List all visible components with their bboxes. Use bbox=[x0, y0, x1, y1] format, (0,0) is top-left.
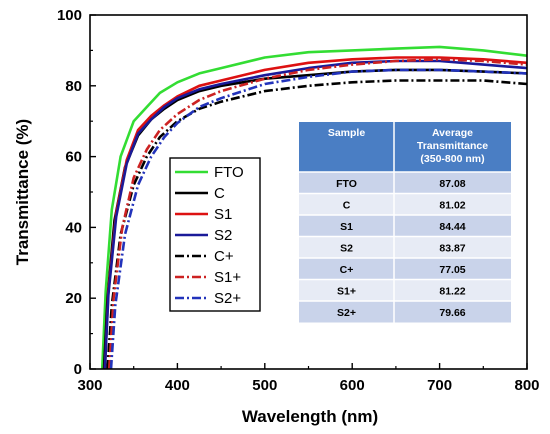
series-line-1 bbox=[100, 45, 528, 370]
table-header-text: Average bbox=[432, 127, 473, 139]
x-tick-label: 300 bbox=[77, 377, 102, 394]
legend-label: FTO bbox=[214, 164, 244, 181]
table-header-text: Sample bbox=[328, 127, 366, 139]
table-sample-cell: C bbox=[343, 199, 351, 211]
y-tick-label: 100 bbox=[57, 7, 82, 24]
y-tick-label: 0 bbox=[74, 361, 82, 378]
table-value-cell: 84.44 bbox=[439, 221, 465, 233]
legend-label: S2+ bbox=[214, 290, 241, 307]
x-tick-label: 700 bbox=[427, 377, 452, 394]
table-value-cell: 87.08 bbox=[439, 178, 465, 190]
table-row bbox=[299, 193, 511, 215]
x-tick-label: 400 bbox=[165, 377, 190, 394]
legend: FTO C S1 S2 C+ S1+ S2+ bbox=[169, 157, 261, 312]
table-value-cell: 81.22 bbox=[439, 285, 465, 297]
legend-label: C+ bbox=[214, 248, 234, 265]
x-axis-title: Wavelength (nm) bbox=[242, 407, 378, 426]
legend-label: C bbox=[214, 185, 225, 202]
y-tick-label: 40 bbox=[65, 219, 82, 236]
legend-label: S2 bbox=[214, 227, 232, 244]
table-value-cell: 83.87 bbox=[439, 242, 465, 254]
table-row bbox=[299, 279, 511, 301]
table-row bbox=[299, 172, 511, 194]
y-tick-label: 80 bbox=[65, 78, 82, 95]
table-row bbox=[299, 258, 511, 280]
table-header-cell bbox=[394, 122, 511, 172]
series-line-6 bbox=[107, 58, 528, 370]
table-sample-cell: C+ bbox=[340, 264, 354, 276]
table-sample-cell: S1 bbox=[340, 221, 353, 233]
table-header-text: (350-800 nm) bbox=[420, 153, 484, 165]
table-value-cell: 81.02 bbox=[439, 199, 465, 211]
legend-label: S1+ bbox=[214, 269, 241, 286]
table-value-cell: 77.05 bbox=[439, 264, 465, 276]
axes-layer: 300 400 500 600 700 800 0 20 40 60 80 100 bbox=[57, 7, 540, 394]
x-tick-label: 800 bbox=[514, 377, 539, 394]
table-value-cell: 79.66 bbox=[439, 307, 465, 319]
table-row bbox=[299, 301, 511, 323]
legend-label: S1 bbox=[214, 206, 232, 223]
table-sample-cell: S2+ bbox=[337, 307, 356, 319]
x-tick-label: 600 bbox=[340, 377, 365, 394]
table-sample-cell: S2 bbox=[340, 242, 353, 254]
y-tick-label: 60 bbox=[65, 149, 82, 166]
x-tick-label: 500 bbox=[252, 377, 277, 394]
table-sample-cell: FTO bbox=[336, 178, 357, 190]
y-axis-title: Transmittance (%) bbox=[13, 119, 32, 265]
table-row bbox=[299, 215, 511, 237]
series-line-7 bbox=[109, 68, 528, 370]
table-sample-cell: S1+ bbox=[337, 285, 356, 297]
series-layer bbox=[100, 45, 528, 370]
table-row bbox=[299, 236, 511, 258]
table-header-cell bbox=[299, 122, 394, 172]
y-tick-label: 20 bbox=[65, 290, 82, 307]
table-header-text: Transmittance bbox=[417, 140, 488, 152]
